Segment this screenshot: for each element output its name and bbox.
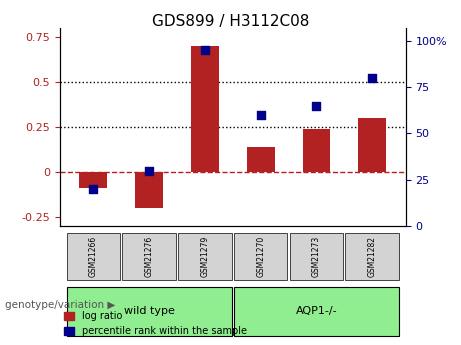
Text: GSM21282: GSM21282 [368, 236, 377, 277]
Text: GSM21276: GSM21276 [145, 236, 154, 277]
Bar [247, 147, 275, 172]
Point [313, 103, 320, 108]
FancyBboxPatch shape [67, 233, 120, 280]
Bar [135, 172, 163, 208]
FancyBboxPatch shape [67, 287, 232, 336]
Text: GSM21270: GSM21270 [256, 236, 265, 277]
FancyBboxPatch shape [178, 233, 232, 280]
Bar [79, 172, 107, 188]
Bar [358, 118, 386, 172]
Point [368, 75, 376, 80]
Point [90, 186, 97, 192]
Text: GDS899 / H3112C08: GDS899 / H3112C08 [152, 14, 309, 29]
Bar [302, 129, 331, 172]
Text: GSM21273: GSM21273 [312, 236, 321, 277]
Text: GSM21279: GSM21279 [201, 236, 209, 277]
Point [257, 112, 264, 118]
Point [201, 47, 209, 53]
FancyBboxPatch shape [234, 233, 288, 280]
FancyBboxPatch shape [234, 287, 399, 336]
Text: wild type: wild type [124, 306, 175, 316]
Point [146, 168, 153, 174]
Text: AQP1-/-: AQP1-/- [296, 306, 337, 316]
FancyBboxPatch shape [345, 233, 399, 280]
FancyBboxPatch shape [122, 233, 176, 280]
Legend: log ratio, percentile rank within the sample: log ratio, percentile rank within the sa… [60, 307, 250, 340]
FancyBboxPatch shape [290, 233, 343, 280]
Text: GSM21266: GSM21266 [89, 236, 98, 277]
Bar [191, 46, 219, 172]
Text: genotype/variation ▶: genotype/variation ▶ [5, 300, 115, 310]
